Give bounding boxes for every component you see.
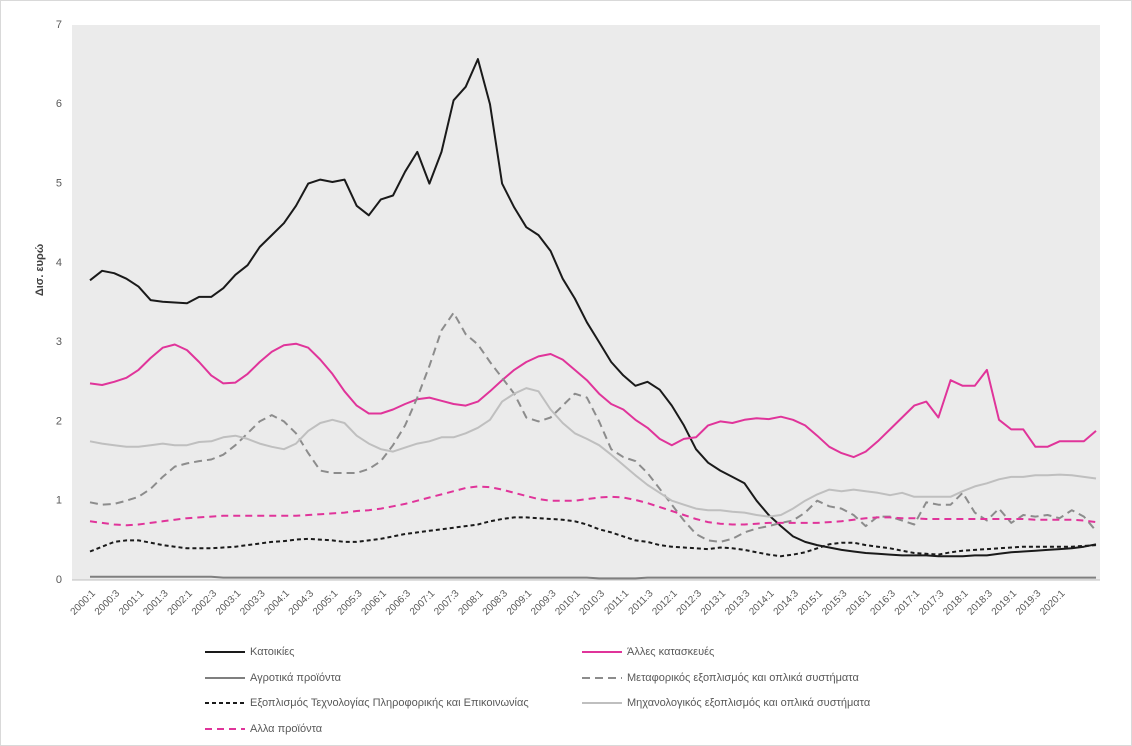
y-tick-label: 7 [56, 19, 62, 31]
y-tick-label: 6 [56, 98, 62, 110]
legend-label: Άλλες κατασκευές [627, 646, 714, 658]
y-tick-label: 1 [56, 495, 62, 507]
series-line [89, 387, 1097, 518]
legend-label: Αλλα προϊόντα [250, 723, 323, 735]
series-line [89, 58, 1097, 558]
y-axis-label: Δισ. ευρώ [34, 244, 46, 296]
series-line [90, 575, 1096, 580]
legend-label: Εξοπλισμός Τεχνολογίας Πληροφορικής και … [250, 697, 529, 709]
y-tick-label: 3 [56, 336, 62, 348]
y-tick-label: 5 [56, 177, 62, 189]
series-line [89, 342, 1097, 459]
series-line [89, 516, 1097, 558]
legend-label: Αγροτικά προϊόντα [250, 672, 342, 684]
legend-label: Μεταφορικός εξοπλισμός και οπλικά συστήμ… [627, 672, 859, 684]
plot-area [72, 25, 1100, 580]
series-line [89, 311, 1097, 543]
legend-label: Κατοικίες [250, 646, 294, 658]
series-line [89, 485, 1097, 527]
y-tick-label: 2 [56, 415, 62, 427]
y-tick-label: 0 [56, 574, 62, 586]
y-tick-label: 4 [56, 257, 62, 269]
legend-label: Μηχανολογικός εξοπλισμός και οπλικά συστ… [627, 697, 871, 709]
